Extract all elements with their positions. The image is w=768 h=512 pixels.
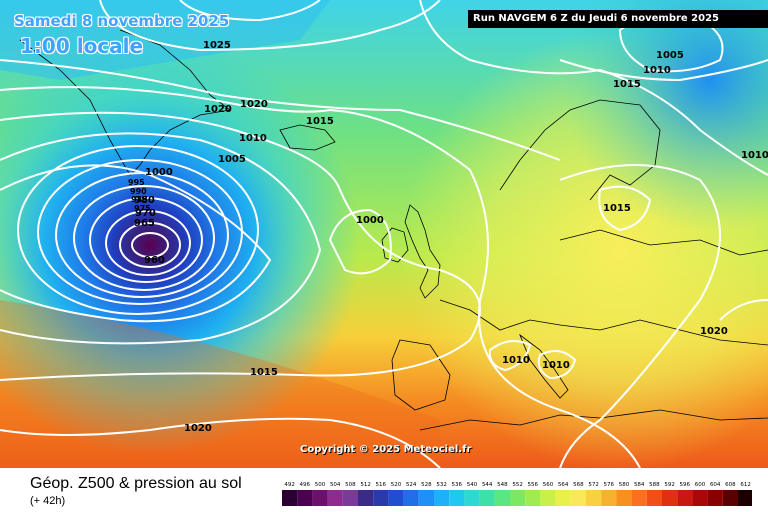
isobar-label: 1020	[240, 99, 268, 110]
legend-value: 516	[376, 482, 387, 488]
local-time: 1:00 locale	[20, 34, 144, 58]
legend-swatch	[358, 490, 374, 506]
legend-swatch	[631, 490, 647, 506]
legend-value: 596	[680, 482, 691, 488]
legend-value: 508	[345, 482, 356, 488]
legend-value: 556	[528, 482, 539, 488]
isobar-label: 1015	[250, 367, 278, 378]
isobar-label: 1010	[741, 150, 768, 161]
legend-value: 560	[543, 482, 554, 488]
footer-lead: (+ 42h)	[30, 495, 66, 507]
legend-value: 592	[664, 482, 675, 488]
legend-swatch	[418, 490, 434, 506]
isobar-label: 1005	[218, 154, 246, 165]
coastlines	[19, 29, 768, 431]
legend-swatch	[570, 490, 586, 506]
isobar-label: 1010	[502, 355, 530, 366]
isobar-label: 1000	[356, 215, 384, 226]
legend-swatch	[479, 490, 495, 506]
legend-swatch	[403, 490, 419, 506]
legend-value: 608	[725, 482, 736, 488]
legend-swatch	[586, 490, 602, 506]
legend-value: 524	[406, 482, 417, 488]
isobar-label: 1005	[656, 50, 684, 61]
valid-date: Samedi 8 novembre 2025	[14, 12, 230, 30]
legend-swatch	[540, 490, 556, 506]
legend-swatch	[494, 490, 510, 506]
legend-swatch	[297, 490, 313, 506]
isobar-label: 1015	[603, 203, 631, 214]
isobar-labels: 1025 1020 1020 1015 1010 1005 1000 995 9…	[128, 40, 768, 434]
legend-value: 512	[360, 482, 371, 488]
legend-value: 576	[604, 482, 615, 488]
run-info: Run NAVGEM 6 Z du Jeudi 6 novembre 2025	[468, 10, 768, 28]
legend-swatch	[738, 490, 752, 506]
legend-swatch	[373, 490, 389, 506]
legend-swatch	[662, 490, 678, 506]
color-legend: 492 496 500 504 508 512 516 520 524 528 532 536 540 5…	[282, 482, 752, 506]
isobar-label: 980	[134, 195, 155, 206]
legend-value: 544	[482, 482, 493, 488]
legend-swatch	[722, 490, 738, 506]
legend-value: 572	[588, 482, 599, 488]
legend-value: 496	[300, 482, 311, 488]
copyright: Copyright © 2025 Meteociel.fr	[300, 444, 472, 455]
legend-value: 504	[330, 482, 341, 488]
legend-swatch	[555, 490, 571, 506]
legend-swatch	[327, 490, 343, 506]
legend-value: 604	[710, 482, 721, 488]
legend-swatch	[434, 490, 450, 506]
legend-value: 580	[619, 482, 630, 488]
legend-value: 528	[421, 482, 432, 488]
legend-value: 532	[436, 482, 447, 488]
isobar-label: 1025	[203, 40, 231, 51]
isobar-label: 1015	[613, 79, 641, 90]
weather-map: 1025 1020 1020 1015 1010 1005 1000 995 9…	[0, 0, 768, 468]
legend-swatch	[282, 490, 298, 506]
legend-swatch	[677, 490, 693, 506]
legend-swatch	[646, 490, 662, 506]
isobar-label: 1010	[239, 133, 267, 144]
isobar-label: 960	[144, 255, 165, 266]
legend-value: 584	[634, 482, 645, 488]
isobar-label: 1020	[700, 326, 728, 337]
legend-swatch	[510, 490, 526, 506]
legend-value: 520	[391, 482, 402, 488]
legend-swatch	[449, 490, 465, 506]
legend-value: 612	[740, 482, 751, 488]
isobar-label: 970	[135, 208, 156, 219]
legend-value: 568	[573, 482, 584, 488]
legend-swatch	[342, 490, 358, 506]
isobar-label: 975	[134, 204, 151, 213]
legend-value: 492	[284, 482, 295, 488]
legend-value: 600	[695, 482, 706, 488]
isobar-label: 1010	[542, 360, 570, 371]
isobar-label: 1020	[204, 104, 232, 115]
isobar-label: 965	[134, 218, 155, 229]
legend-value: 548	[497, 482, 508, 488]
isobar-label: 1000	[145, 167, 173, 178]
isobar-label: 985	[131, 195, 148, 204]
isobar-label: 1010	[643, 65, 671, 76]
isobar-label: 995	[128, 178, 145, 187]
legend-swatch	[525, 490, 541, 506]
isobar-label: 1015	[306, 116, 334, 127]
legend-swatch	[616, 490, 632, 506]
isobar-label: 1020	[184, 423, 212, 434]
footer-title: Géop. Z500 & pression au sol	[30, 475, 242, 492]
legend-value: 552	[512, 482, 523, 488]
legend-value: 564	[558, 482, 569, 488]
legend-value: 588	[649, 482, 660, 488]
legend-swatch	[707, 490, 723, 506]
legend-value: 536	[452, 482, 463, 488]
legend-swatch	[464, 490, 480, 506]
legend-swatch	[692, 490, 708, 506]
legend-swatch	[601, 490, 617, 506]
legend-swatch	[312, 490, 328, 506]
legend-value: 500	[315, 482, 326, 488]
legend-value: 540	[467, 482, 478, 488]
isobar-label: 990	[130, 187, 147, 196]
legend-swatch	[388, 490, 404, 506]
